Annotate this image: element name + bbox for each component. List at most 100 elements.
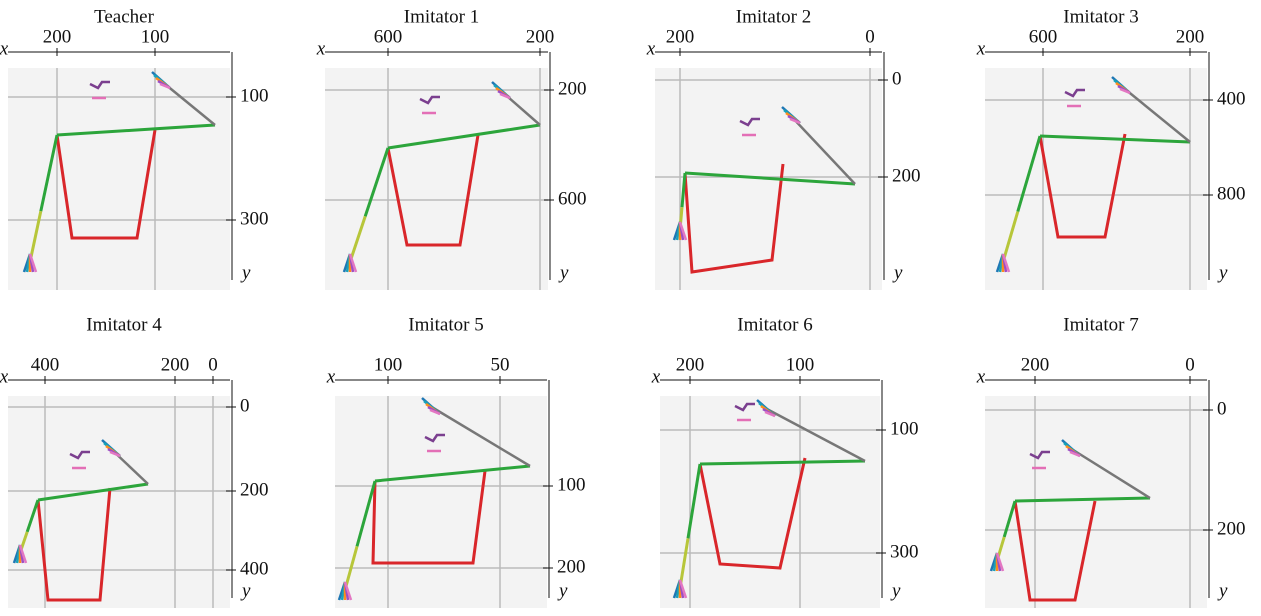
x-axis-label: x [326,366,336,387]
face [69,450,90,460]
skeleton-arm [56,123,216,137]
y-axis-label: y [892,262,903,283]
skeleton-arm [1016,135,1042,213]
x-tick-label: 200 [526,26,555,47]
panel-title: Teacher [94,6,155,27]
y-tick-label: 400 [1217,88,1246,109]
plot-area [335,396,547,608]
y-tick-label: 300 [890,541,919,562]
x-tick-label: 600 [374,26,403,47]
hand [348,253,358,273]
panel: Imitator 6 x y 200 100 100 300 [651,314,919,608]
panel-title: Imitator 7 [1063,314,1138,335]
x-tick-label: 100 [374,354,403,375]
skeleton-torso [36,487,112,602]
x-tick-label: 200 [161,354,190,375]
skeleton-arm [684,171,856,186]
x-tick-label: 100 [786,354,815,375]
y-axis-label: y [1217,262,1228,283]
hand [343,581,353,601]
skeleton-torso [386,134,480,247]
skeleton-torso [1038,133,1127,239]
skeleton-arm [686,463,702,539]
skeleton-link [1119,84,1191,143]
x-tick-label: 50 [491,354,510,375]
skeleton-arm [25,499,40,533]
y-tick-label: 200 [240,479,269,500]
x-axis-label: x [0,366,9,387]
hand [18,544,28,564]
face [419,95,440,105]
hand [995,552,1005,572]
hand [678,579,688,599]
x-tick-label: 200 [666,26,695,47]
skeleton-arm [363,147,390,217]
skeleton-arm [355,480,377,547]
skeleton-arm [680,172,687,208]
x-tick-label: 100 [141,26,170,47]
plot-area [660,396,880,608]
x-tick-label: 0 [865,26,875,47]
x-axis-label: x [976,366,986,387]
y-tick-label: 0 [1217,398,1227,419]
hand [499,92,511,100]
skeleton-torso [371,470,487,565]
plot-area [8,68,230,290]
hand [429,408,441,416]
y-tick-label: 400 [240,558,269,579]
panel: Teacher x y 200 100 100 300 [0,6,269,290]
y-axis-label: y [240,262,251,283]
x-axis-label: x [0,38,9,59]
y-axis-label: y [890,580,901,601]
skeleton-forearm [1001,211,1020,263]
x-tick-label: 200 [1176,26,1205,47]
y-tick-label: 200 [557,556,586,577]
y-axis-label: y [1217,580,1228,601]
y-tick-label: 100 [557,474,586,495]
face [734,402,755,412]
face [739,117,760,127]
plot-area [325,68,548,290]
hand [1119,87,1131,95]
plot-area [985,68,1207,290]
skeleton-link [1069,446,1151,500]
skeleton-arm [699,459,866,466]
skeleton-arm [374,464,531,483]
y-tick-label: 200 [1217,518,1246,539]
y-axis-label: y [558,262,569,283]
face [424,433,445,443]
x-tick-label: 0 [208,354,218,375]
hand [764,410,776,418]
panel-title: Imitator 3 [1063,6,1138,27]
x-tick-label: 200 [43,26,72,47]
skeleton-torso [55,129,157,240]
hand [789,117,801,125]
hand [28,253,38,273]
skeleton-forearm [678,538,690,589]
x-axis-label: x [316,38,326,59]
y-tick-label: 100 [890,418,919,439]
panel: Imitator 3 x y 600 200 400 800 [976,6,1246,290]
y-tick-label: 600 [558,188,587,209]
y-tick-label: 0 [240,395,250,416]
panel: Imitator 5 x y 100 50 100 200 [326,314,586,608]
panel: Imitator 1 x y 600 200 200 600 [316,6,587,290]
hand [109,450,121,458]
skeleton-link [429,404,531,468]
x-tick-label: 400 [31,354,60,375]
face [1029,450,1050,460]
y-tick-label: 200 [892,165,921,186]
hand [1069,450,1081,458]
x-axis-label: x [651,366,661,387]
y-tick-label: 200 [558,78,587,99]
y-tick-label: 800 [1217,183,1246,204]
skeleton-forearm [348,215,367,263]
skeleton-link [789,114,856,185]
skeleton-arm [37,482,149,502]
y-tick-label: 0 [892,68,902,89]
x-tick-label: 600 [1029,26,1058,47]
skeleton-forearm [343,546,359,591]
y-tick-label: 300 [240,208,269,229]
